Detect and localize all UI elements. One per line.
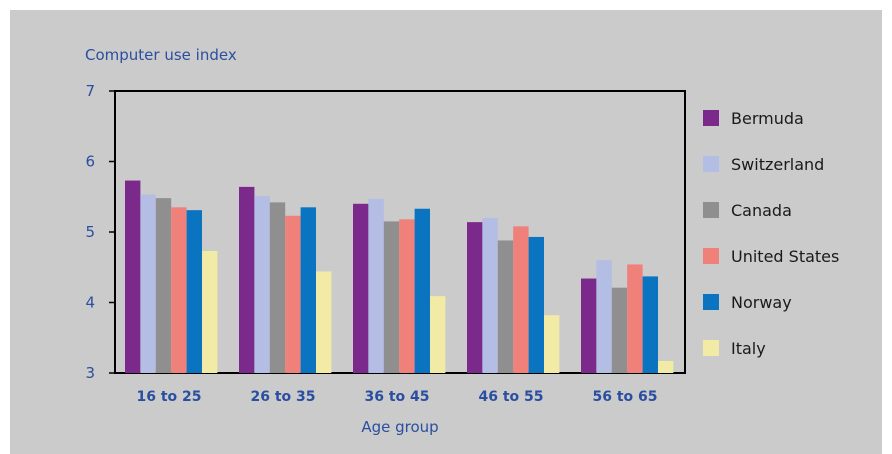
bar-bermuda-4 [581,278,597,373]
legend-label: United States [731,247,839,266]
x-tick-label: 46 to 55 [478,389,543,405]
bar-norway-2 [414,208,430,373]
bar-bermuda-2 [353,203,369,373]
x-tick-label: 16 to 25 [136,389,201,405]
bar-switzerland-0 [140,194,156,373]
bar-norway-3 [528,236,544,373]
y-tick-label: 3 [85,364,95,382]
legend-swatch [703,202,719,218]
bar-bermuda-0 [125,180,141,373]
bar-united-states-3 [513,226,529,373]
bar-canada-2 [383,221,400,373]
bar-canada-0 [155,198,172,373]
bar-canada-4 [611,287,628,373]
bar-canada-3 [497,240,514,373]
legend-swatch [703,248,719,264]
legend: Bermuda Switzerland Canada United States Nor… [703,109,839,358]
legend-label: Norway [731,293,792,312]
legend-swatch [703,340,719,356]
bar-italy-2 [430,296,446,373]
legend-swatch [703,294,719,310]
bar-italy-1 [316,271,332,373]
legend-swatch [703,110,719,126]
x-axis: 16 to 25 26 to 35 36 to 45 46 to 55 56 to 65 [136,389,657,405]
bar-italy-3 [544,315,560,373]
y-axis: 7 6 5 4 3 [85,82,115,382]
bar-switzerland-2 [368,198,384,373]
bar-norway-1 [300,207,316,373]
bar-switzerland-3 [482,217,498,373]
legend-label: Canada [731,201,792,220]
bar-norway-0 [186,210,202,373]
x-tick-label: 26 to 35 [250,389,315,405]
bar-bermuda-3 [467,222,483,373]
y-axis-title: Computer use index [85,46,237,64]
bar-united-states-2 [399,219,415,373]
bar-switzerland-4 [596,260,612,373]
y-tick-label: 5 [85,223,95,241]
bar-norway-4 [642,276,658,373]
bars-group [125,180,674,373]
legend-swatch [703,156,719,172]
legend-label: Italy [731,339,766,358]
bar-switzerland-1 [254,196,270,373]
x-tick-label: 56 to 65 [592,389,657,405]
y-tick-label: 7 [85,82,95,100]
x-axis-title: Age group [361,418,438,436]
bar-united-states-4 [627,264,643,373]
bar-bermuda-1 [239,186,255,373]
legend-label: Bermuda [731,109,804,128]
bar-italy-0 [202,251,218,373]
bar-canada-1 [269,202,286,373]
legend-label: Switzerland [731,155,824,174]
x-tick-label: 36 to 45 [364,389,429,405]
y-tick-label: 6 [85,153,95,171]
bar-italy-4 [658,361,674,373]
y-tick-label: 4 [85,294,95,312]
bar-united-states-0 [171,207,187,373]
bar-united-states-1 [285,215,301,373]
